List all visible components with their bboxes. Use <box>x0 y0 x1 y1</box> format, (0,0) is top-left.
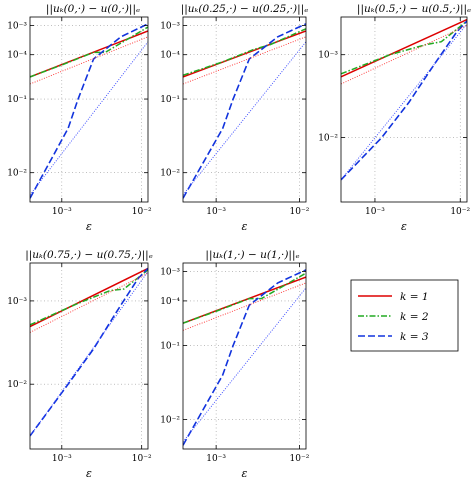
y-tick-label: 10⁻⁴ <box>160 51 180 61</box>
panel-title: ||uₖ(0.5,·) − u(0.5,·)||ₑ <box>357 3 471 16</box>
panel-3: 10⁻³ 10⁻² 10⁻² 10⁻³ ε ||uₖ(0.5,·) − u(0.5,·)|… <box>318 3 471 233</box>
y-tick-label: 10⁻² <box>7 169 27 179</box>
legend-label: k = 1 <box>400 291 429 303</box>
x-tick-label: 10⁻³ <box>206 207 226 217</box>
panel-title: ||uₖ(0,·) − u(0,·)||ₑ <box>46 3 140 16</box>
series-line-k-3-reference <box>30 41 148 196</box>
y-tick-label: 10⁻⁴ <box>160 297 180 307</box>
y-tick-label: 10⁻³ <box>160 267 180 277</box>
panel-title: ||uₖ(0.25,·) − u(0.25,·)||ₑ <box>181 3 309 16</box>
series-line-k-2 <box>183 272 306 324</box>
panel-title: ||uₖ(0.75,·) − u(0.75,·)||ₑ <box>25 249 153 262</box>
series-line-k-3 <box>341 20 467 181</box>
y-tick-label: 10⁻¹ <box>7 95 27 105</box>
x-tick-label: 10⁻³ <box>52 454 72 464</box>
panel-1: 10⁻³ 10⁻² 10⁻² 10⁻¹ 10⁻⁴ 10⁻³ ε ||uₖ(0,·) − u(0… <box>7 3 152 233</box>
series-line-k-2 <box>30 26 148 78</box>
series-line-k-1 <box>341 18 467 78</box>
series-line-k-1-reference <box>183 36 306 85</box>
x-axis-label: ε <box>86 220 92 233</box>
series-line-k-3-reference <box>341 23 467 181</box>
plot-frame <box>29 16 149 203</box>
y-tick-label: 10⁻² <box>160 416 180 426</box>
legend-box <box>350 279 459 352</box>
y-tick-label: 10⁻³ <box>7 297 27 307</box>
y-tick-label: 10⁻³ <box>7 21 27 31</box>
series-line-k-1-reference <box>183 282 306 331</box>
x-tick-label: 10⁻² <box>132 454 152 464</box>
series-line-k-3-reference <box>183 287 306 443</box>
legend-label: k = 2 <box>400 311 429 323</box>
plot-frame <box>182 16 307 203</box>
series-line-k-1-reference <box>30 36 148 85</box>
legend-label: k = 3 <box>400 331 429 343</box>
panel-title: ||uₖ(1,·) − u(1,·)||ₑ <box>205 249 299 262</box>
x-tick-label: 10⁻² <box>290 207 310 217</box>
x-tick-label: 10⁻³ <box>365 207 385 217</box>
panel-5: 10⁻³ 10⁻² 10⁻² 10⁻¹ 10⁻⁴ 10⁻³ ε ||uₖ(1,·) − u(1… <box>160 249 310 480</box>
y-tick-label: 10⁻⁴ <box>7 51 27 61</box>
series-line-k-3-reference <box>30 271 148 437</box>
series-line-k-2 <box>183 28 306 77</box>
series-line-k-1-reference <box>341 24 467 85</box>
series-line-k-1-reference <box>30 272 148 333</box>
plot-frame <box>29 262 149 450</box>
y-tick-label: 10⁻¹ <box>160 95 180 105</box>
series-line-k-2 <box>341 20 467 75</box>
series-line-k-3 <box>183 23 306 199</box>
panel-2: 10⁻³ 10⁻² 10⁻² 10⁻¹ 10⁻⁴ 10⁻³ ε ||uₖ(0.25,·) − … <box>160 3 310 233</box>
x-tick-label: 10⁻² <box>290 454 310 464</box>
y-tick-label: 10⁻³ <box>318 51 338 61</box>
series-line-k-3 <box>30 23 148 199</box>
x-tick-label: 10⁻² <box>450 207 470 217</box>
series-line-k-3-reference <box>183 41 306 196</box>
y-tick-label: 10⁻² <box>160 169 180 179</box>
series-line-k-1 <box>30 267 148 328</box>
x-axis-label: ε <box>242 467 248 480</box>
y-tick-label: 10⁻² <box>318 134 338 144</box>
series-line-k-3 <box>183 269 306 446</box>
x-axis-label: ε <box>242 220 248 233</box>
x-tick-label: 10⁻³ <box>206 454 226 464</box>
plot-frame <box>340 16 468 203</box>
x-tick-label: 10⁻² <box>132 207 152 217</box>
y-tick-label: 10⁻² <box>7 380 27 390</box>
x-axis-label: ε <box>401 220 407 233</box>
x-tick-label: 10⁻³ <box>52 207 72 217</box>
y-tick-label: 10⁻³ <box>160 21 180 31</box>
x-axis-label: ε <box>86 467 92 480</box>
y-tick-label: 10⁻¹ <box>160 341 180 351</box>
panel-4: 10⁻³ 10⁻² 10⁻² 10⁻³ ε ||uₖ(0.75,·) − u(0.75,·… <box>7 249 153 480</box>
plot-frame <box>182 262 307 450</box>
legend: k = 1 k = 2 k = 3 <box>350 279 459 352</box>
